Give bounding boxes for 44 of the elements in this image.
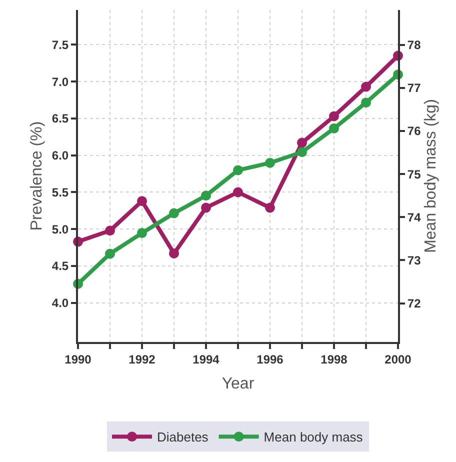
y-tick-label: 5.0 — [52, 222, 69, 236]
x-tick-label: 1998 — [320, 352, 348, 366]
point — [329, 123, 339, 134]
point — [201, 190, 211, 201]
point — [137, 228, 147, 238]
y-tick-label: 4.0 — [52, 296, 69, 310]
point — [105, 248, 115, 259]
y-axis-title: Prevalence (%) — [28, 121, 46, 231]
point — [105, 226, 115, 236]
x-axis-title: Year — [222, 376, 255, 393]
y-tick-label: 7.5 — [52, 38, 69, 52]
legend-label: Diabetes — [157, 430, 209, 445]
point — [201, 202, 211, 213]
y2-tick-label: 72 — [407, 296, 422, 310]
point — [329, 111, 339, 122]
y-tick-label: 4.5 — [52, 259, 69, 274]
point — [137, 196, 147, 206]
y2-axis-title: Mean body mass (kg) — [422, 99, 440, 253]
x-tick-label: 1994 — [192, 352, 220, 366]
y2-tick-label: 73 — [407, 253, 422, 268]
point — [361, 82, 371, 92]
point — [297, 147, 307, 158]
point — [265, 158, 275, 168]
x-tick-label: 2000 — [384, 352, 412, 366]
y2-tick-label: 78 — [407, 38, 422, 52]
y2-tick-label: 76 — [407, 124, 422, 138]
y2-tick-label: 75 — [407, 167, 422, 182]
legend-label: Mean body mass — [264, 430, 364, 445]
point — [169, 208, 179, 218]
x-tick-label: 1990 — [64, 352, 92, 366]
y-tick-label: 6.0 — [52, 148, 69, 163]
y2-tick-label: 74 — [407, 210, 422, 224]
point — [361, 98, 371, 108]
point — [233, 165, 243, 176]
x-tick-label: 1996 — [256, 352, 284, 366]
x-tick-label: 1992 — [128, 352, 156, 366]
y-tick-label: 5.5 — [52, 185, 69, 200]
point — [265, 202, 275, 213]
point — [169, 248, 179, 258]
point — [233, 187, 243, 198]
y-tick-label: 7.0 — [52, 74, 69, 89]
point — [297, 138, 307, 148]
y2-tick-label: 77 — [407, 81, 422, 96]
y-tick-label: 6.5 — [52, 112, 69, 126]
